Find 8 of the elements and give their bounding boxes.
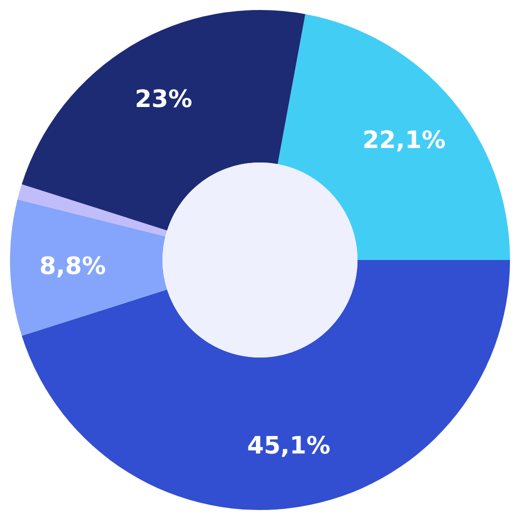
data-label: 23% — [134, 85, 192, 114]
donut-slice — [17, 184, 168, 236]
data-label: 22,1% — [362, 126, 446, 154]
donut-slice — [278, 14, 510, 260]
data-label: 45,1% — [247, 431, 330, 460]
data-label: 8,8% — [39, 252, 106, 280]
donut-slice — [22, 10, 306, 230]
donut-slice — [10, 199, 168, 336]
